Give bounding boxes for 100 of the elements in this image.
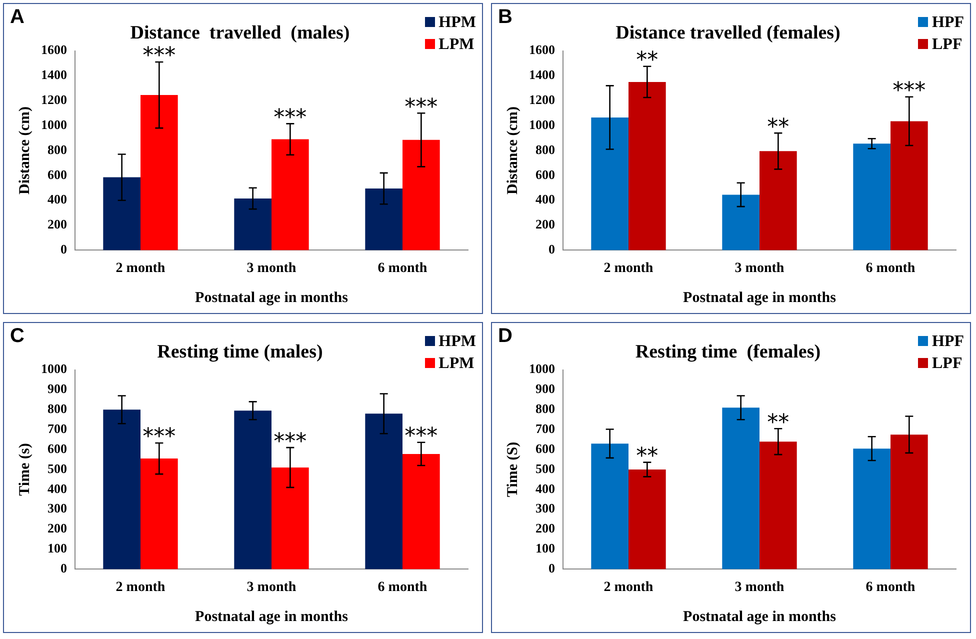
y-tick-label: 0: [60, 560, 67, 576]
bar: [890, 434, 928, 570]
chart-title: Distance travelled (females): [616, 22, 840, 44]
y-tick-label: 1200: [529, 92, 555, 108]
y-tick-label: 600: [536, 440, 555, 456]
y-tick-label: 700: [48, 420, 67, 436]
y-tick-label: 600: [48, 440, 67, 456]
y-tick-label: 800: [48, 401, 67, 416]
y-tick-label: 1400: [41, 67, 67, 82]
text: A: [10, 6, 24, 29]
annotation: ***: [142, 44, 176, 69]
y-tick-label: 800: [536, 401, 555, 416]
bar: [722, 408, 760, 570]
bar: [140, 95, 178, 250]
legend-label: HPM: [438, 13, 476, 33]
y-tick-label: 400: [536, 192, 555, 207]
bar: [722, 194, 760, 250]
x-tick-label: 2 month: [116, 580, 166, 596]
chart-title: Distance travelled (males): [130, 22, 350, 44]
y-tick-label: 900: [536, 381, 555, 396]
legend-label: LPM: [438, 35, 476, 55]
x-axis-title: Postnatal age in months: [683, 290, 836, 306]
bar: [140, 458, 178, 570]
bar: [760, 442, 797, 570]
y-tick-label: 100: [536, 540, 555, 556]
y-tick-label: 1400: [529, 67, 555, 82]
bar: [103, 177, 140, 250]
y-tick-label: 1200: [41, 92, 67, 108]
y-tick-label: 1600: [41, 42, 67, 58]
x-tick-label: 6 month: [378, 261, 428, 276]
y-tick-label: 0: [548, 242, 555, 257]
y-tick-label: 300: [48, 500, 67, 516]
x-tick-label: 2 month: [604, 261, 654, 276]
text: C: [10, 325, 24, 348]
y-tick-label: 900: [48, 381, 67, 396]
chart-title: Resting time (males): [157, 341, 323, 362]
bar: [234, 410, 272, 570]
annotation: ***: [142, 424, 176, 450]
bar: [365, 188, 402, 250]
legend-label: LPF: [931, 354, 964, 374]
legend-label: HPM: [438, 332, 476, 352]
y-axis-title: Time (S): [504, 442, 521, 498]
bar: [234, 198, 272, 250]
annotation: **: [767, 114, 790, 140]
bar: [402, 454, 440, 570]
legend-label: LPM: [438, 354, 476, 374]
y-axis-title: Time (s): [16, 443, 33, 496]
annotation: **: [767, 410, 790, 436]
annotation: **: [636, 48, 658, 74]
annotation: ***: [892, 78, 926, 104]
legend-label: HPF: [931, 332, 964, 352]
annotation: ***: [274, 429, 307, 454]
bar: [591, 444, 628, 570]
y-tick-label: 800: [536, 142, 555, 157]
x-axis-title: Postnatal age in months: [195, 608, 348, 625]
y-axis-title: Distance (cm): [16, 106, 33, 194]
y-tick-label: 1000: [41, 361, 67, 376]
text: D: [498, 325, 512, 348]
chart-title: Resting time (females): [635, 341, 821, 362]
x-tick-label: 6 month: [866, 261, 916, 276]
y-tick-label: 400: [48, 192, 67, 207]
bar: [628, 470, 666, 570]
bar: [853, 448, 890, 570]
x-tick-label: 3 month: [246, 580, 296, 596]
y-tick-label: 500: [48, 460, 67, 476]
legend-label: LPF: [931, 35, 964, 55]
y-tick-label: 0: [548, 560, 555, 576]
x-tick-label: 6 month: [866, 580, 916, 596]
y-tick-label: 400: [536, 480, 555, 496]
y-tick-label: 500: [536, 460, 555, 476]
bar: [272, 139, 309, 250]
y-tick-label: 800: [48, 142, 67, 157]
annotation: **: [636, 444, 658, 470]
y-tick-label: 600: [48, 166, 67, 182]
bar: [272, 468, 309, 570]
y-tick-label: 200: [536, 520, 555, 536]
bar: [402, 140, 440, 250]
x-axis-title: Postnatal age in months: [683, 608, 836, 625]
bar: [591, 117, 628, 250]
y-tick-label: 700: [536, 420, 555, 436]
y-tick-label: 1000: [529, 361, 555, 376]
legend-label: HPF: [931, 13, 964, 33]
bar: [628, 82, 666, 250]
bar: [103, 410, 140, 570]
bar: [760, 151, 797, 250]
y-tick-label: 0: [60, 242, 67, 257]
bar: [365, 414, 402, 570]
y-tick-label: 1000: [41, 116, 67, 132]
y-tick-label: 400: [48, 480, 67, 496]
y-axis-title: Distance (cm): [504, 106, 521, 194]
y-tick-label: 100: [48, 540, 67, 556]
text: B: [498, 6, 512, 29]
x-tick-label: 3 month: [246, 261, 296, 276]
y-tick-label: 1000: [529, 116, 555, 132]
bar: [853, 144, 890, 250]
y-tick-label: 200: [536, 216, 555, 232]
y-tick-label: 200: [48, 520, 67, 536]
y-tick-label: 1600: [529, 42, 555, 58]
annotation: ***: [404, 424, 438, 450]
x-tick-label: 2 month: [116, 261, 166, 276]
